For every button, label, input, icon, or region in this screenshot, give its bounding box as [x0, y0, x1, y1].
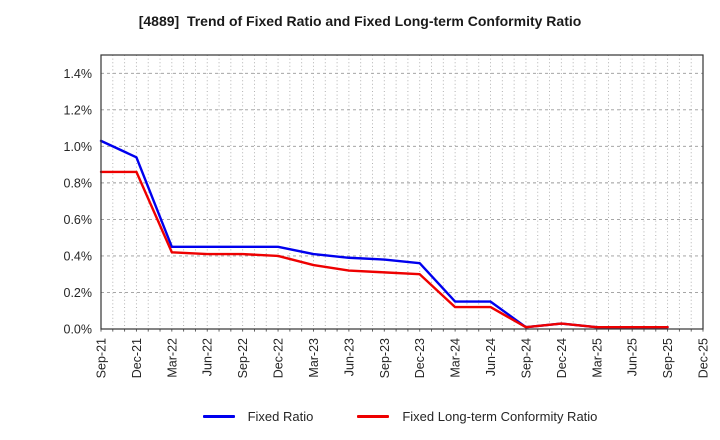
series-line-fixed-longterm-conformity-ratio [99, 170, 669, 329]
x-tick-label: Mar-22 [165, 338, 179, 378]
chart-title: [4889] Trend of Fixed Ratio and Fixed Lo… [138, 13, 582, 29]
x-tick-label: Jun-23 [342, 338, 356, 376]
x-tick-label: Mar-23 [307, 338, 321, 378]
x-tick-label: Sep-22 [236, 338, 250, 378]
x-tick-label: Mar-24 [449, 338, 463, 378]
x-tick-label: Jun-22 [201, 338, 215, 376]
legend-swatch-fixed-ratio [202, 414, 235, 418]
x-tick-label: Sep-25 [661, 338, 675, 378]
x-tick-label: Dec-25 [697, 338, 711, 378]
x-tick-label: Dec-24 [555, 338, 569, 378]
series-line-fixed-ratio [99, 139, 669, 329]
x-tick-label: Mar-25 [590, 338, 604, 378]
y-tick-label: 0.8% [64, 176, 93, 190]
y-tick-label: 1.2% [64, 103, 93, 117]
legend-item-fixed-longterm-conformity-ratio: Fixed Long-term Conformity Ratio [357, 409, 597, 424]
legend-label-fixed-ratio: Fixed Ratio [247, 408, 314, 424]
legend: Fixed Ratio Fixed Long-term Conformity R… [80, 403, 720, 429]
y-tick-label: 0.4% [64, 249, 93, 263]
y-tick-label: 0.2% [64, 286, 93, 300]
y-tick-label: 0.0% [64, 323, 93, 337]
x-tick-label: Jun-24 [484, 338, 498, 376]
legend-label-fixed-longterm-conformity-ratio: Fixed Long-term Conformity Ratio [402, 408, 598, 424]
y-tick-label: 0.6% [64, 213, 93, 227]
x-tick-label: Sep-21 [95, 338, 109, 378]
x-tick-label: Sep-23 [378, 338, 392, 378]
x-tick-label: Sep-24 [519, 338, 533, 378]
x-tick-label: Dec-22 [272, 338, 286, 378]
x-tick-label: Dec-21 [130, 338, 144, 378]
y-tick-label: 1.4% [64, 67, 93, 81]
legend-swatch-fixed-longterm-conformity-ratio [357, 414, 390, 418]
legend-item-fixed-ratio: Fixed Ratio [202, 408, 314, 424]
plot-border [100, 54, 704, 330]
y-tick-label: 1.0% [64, 140, 93, 154]
x-tick-label: Dec-23 [413, 338, 427, 378]
x-tick-label: Jun-25 [626, 338, 640, 376]
